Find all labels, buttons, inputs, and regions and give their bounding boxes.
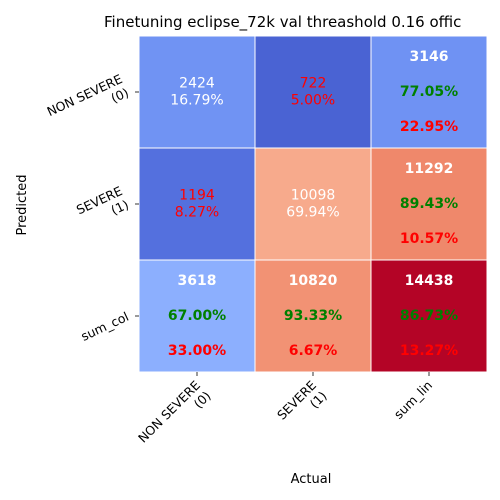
cell-value-label: 14438	[405, 273, 454, 289]
cell-value-label: 6.67%	[289, 343, 338, 359]
cell-value-label: 10.57%	[400, 231, 458, 247]
cell-value-label: 86.73%	[400, 308, 458, 324]
cell-value-label: 10820	[289, 273, 338, 289]
x-axis-ticks: NON SEVERE(0) SEVERE(1) sum_lin	[135, 372, 435, 456]
y-axis-ticks: NON SEVERE(0) SEVERE(1) sum_col	[45, 71, 139, 344]
cell-value-label: 22.95%	[400, 119, 458, 135]
y-tick-label: sum_col	[79, 309, 131, 344]
heatmap-cell-non-severe-sum	[370, 35, 488, 149]
cell-value-label: 77.05%	[400, 84, 458, 100]
y-tick-label: SEVERE(1)	[74, 183, 131, 231]
cell-value-label: 33.00%	[168, 343, 226, 359]
y-tick-label: NON SEVERE(0)	[45, 71, 132, 133]
heatmap-cell-severe-sum	[370, 147, 488, 261]
cell-value-label: 93.33%	[284, 308, 342, 324]
heatmap-cell-sum-severe	[254, 259, 372, 373]
chart-title: Finetuning eclipse_72k val threashold 0.…	[104, 13, 461, 32]
cell-value-label: 67.00%	[168, 308, 226, 324]
x-axis-label: Actual	[291, 472, 332, 487]
cell-value-label: 8.27%	[175, 205, 219, 221]
cell-value-label: 3618	[178, 273, 217, 289]
cell-value-label: 10098	[291, 188, 336, 204]
heatmap-cell-severe-severe	[254, 147, 372, 261]
cell-value-label: 13.27%	[400, 343, 458, 359]
y-axis-label: Predicted	[15, 174, 30, 235]
cell-value-label: 89.43%	[400, 196, 458, 212]
heatmap-cell-severe-non-severe	[138, 147, 256, 261]
heatmap-cell-non-severe-severe	[254, 35, 372, 149]
cell-value-label: 2424	[179, 76, 215, 92]
cell-value-label: 11292	[405, 161, 454, 177]
heatmap-cell-non-severe-non-severe	[138, 35, 256, 149]
cell-value-label: 722	[300, 76, 327, 92]
x-tick-label: SEVERE(1)	[274, 377, 330, 433]
cell-value-label: 69.94%	[286, 205, 339, 221]
cell-value-label: 1194	[179, 188, 215, 204]
cell-value-label: 16.79%	[170, 93, 223, 109]
x-tick-label: NON SEVERE(0)	[135, 377, 214, 456]
cell-value-label: 3146	[410, 49, 449, 65]
x-tick-label: sum_lin	[391, 378, 435, 422]
cell-value-label: 5.00%	[291, 93, 335, 109]
